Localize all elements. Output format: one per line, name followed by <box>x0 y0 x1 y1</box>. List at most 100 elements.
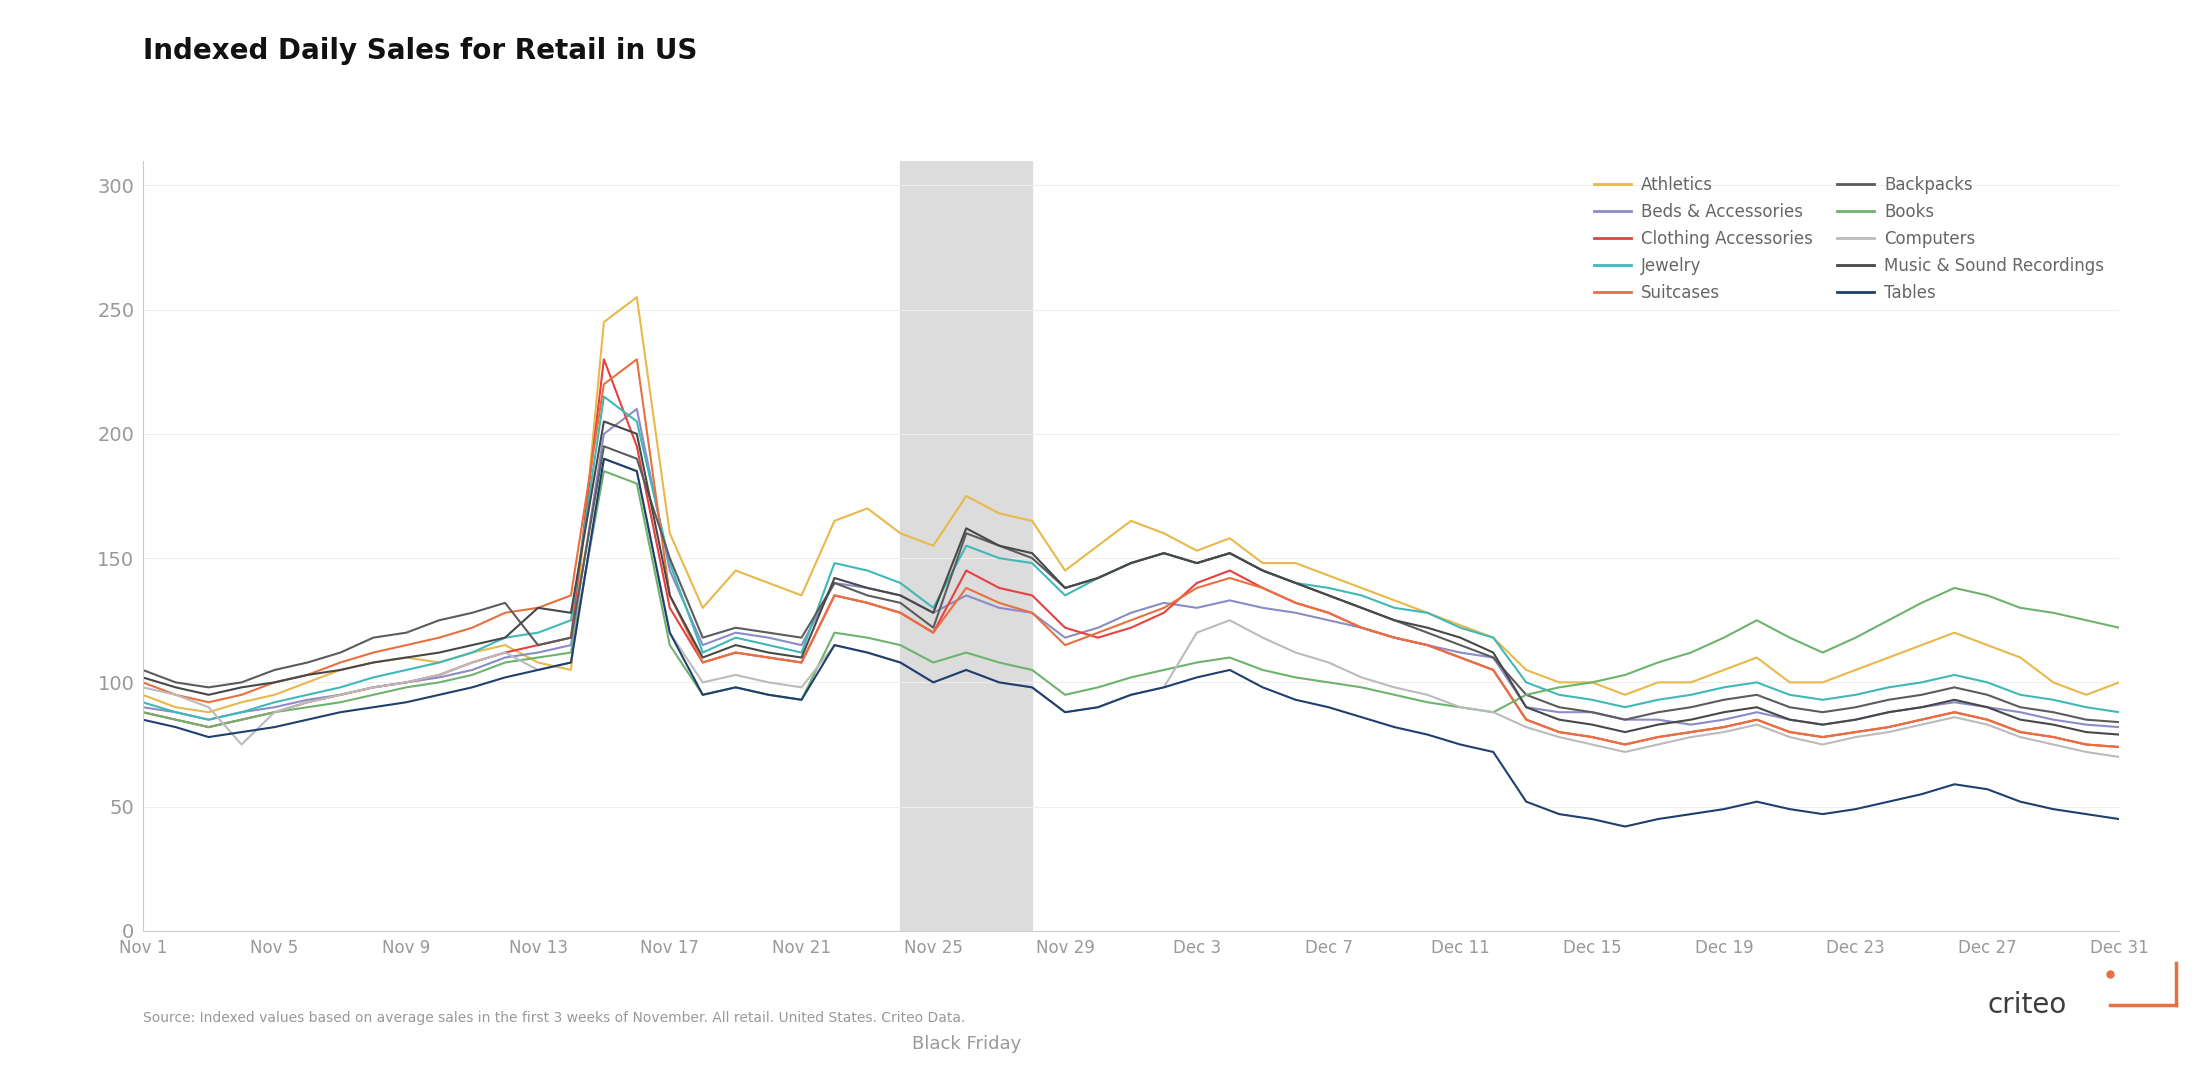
Music & Sound Recordings <box>1875 706 1902 719</box>
Backpacks <box>1348 601 1375 614</box>
Computers <box>1217 614 1243 627</box>
Books <box>1908 596 1935 609</box>
Suitcases <box>1875 721 1902 734</box>
Backpacks <box>854 588 881 601</box>
Jewelry <box>558 614 584 627</box>
Music & Sound Recordings <box>1217 547 1243 560</box>
Athletics <box>1381 594 1408 607</box>
Line: Music & Sound Recordings: Music & Sound Recordings <box>143 422 2119 735</box>
Text: Indexed Daily Sales for Retail in US: Indexed Daily Sales for Retail in US <box>143 37 696 65</box>
Athletics <box>887 526 914 539</box>
Backpacks <box>591 440 617 453</box>
Beds & Accessories <box>130 701 156 714</box>
Jewelry <box>1250 564 1276 577</box>
Books <box>657 639 683 652</box>
Backpacks <box>130 663 156 676</box>
Computers <box>1348 671 1375 684</box>
Backpacks <box>525 639 551 652</box>
Legend: Athletics, Beds & Accessories, Clothing Accessories, Jewelry, Suitcases, Backpac: Athletics, Beds & Accessories, Clothing … <box>1588 169 2110 309</box>
Jewelry <box>591 391 617 403</box>
Jewelry <box>1381 601 1408 614</box>
Clothing Accessories <box>1875 721 1902 734</box>
Line: Computers: Computers <box>143 459 2119 756</box>
Suitcases <box>130 676 156 689</box>
Athletics <box>195 706 222 719</box>
Tables <box>624 464 650 477</box>
Music & Sound Recordings <box>854 581 881 594</box>
Computers <box>130 681 156 693</box>
Athletics <box>624 291 650 304</box>
Books <box>887 639 914 652</box>
Line: Backpacks: Backpacks <box>143 446 2119 722</box>
Clothing Accessories <box>2106 740 2132 753</box>
Beds & Accessories <box>854 581 881 594</box>
Clothing Accessories <box>1217 564 1243 577</box>
Backpacks <box>624 453 650 465</box>
Suitcases <box>624 353 650 366</box>
Athletics <box>130 688 156 701</box>
Books <box>1250 663 1276 676</box>
Athletics <box>1250 556 1276 569</box>
Clothing Accessories <box>854 596 881 609</box>
Books <box>130 706 156 719</box>
Backpacks <box>1217 547 1243 560</box>
Text: Source: Indexed values based on average sales in the first 3 weeks of November. : Source: Indexed values based on average … <box>143 1011 964 1025</box>
Beds & Accessories <box>1348 622 1375 635</box>
Computers <box>525 663 551 676</box>
Line: Suitcases: Suitcases <box>143 360 2119 747</box>
Line: Athletics: Athletics <box>143 297 2119 713</box>
Books <box>1381 688 1408 701</box>
Tables <box>1612 820 1638 832</box>
Books <box>558 646 584 659</box>
Tables <box>525 663 551 676</box>
Tables <box>854 646 881 659</box>
Jewelry <box>2106 706 2132 719</box>
Music & Sound Recordings <box>2106 729 2132 742</box>
Beds & Accessories <box>624 402 650 415</box>
Beds & Accessories <box>591 427 617 440</box>
Athletics <box>558 663 584 676</box>
Computers <box>1875 725 1902 738</box>
Tables <box>1908 788 1935 800</box>
Line: Beds & Accessories: Beds & Accessories <box>143 409 2119 728</box>
Music & Sound Recordings <box>591 415 617 428</box>
Jewelry <box>130 696 156 708</box>
Beds & Accessories <box>525 646 551 659</box>
Music & Sound Recordings <box>130 671 156 684</box>
Bar <box>900 160 1032 931</box>
Tables <box>2106 812 2132 825</box>
Jewelry <box>195 714 222 727</box>
Suitcases <box>1348 622 1375 635</box>
Backpacks <box>1875 693 1902 706</box>
Clothing Accessories <box>591 353 617 366</box>
Clothing Accessories <box>1348 622 1375 635</box>
Tables <box>591 453 617 465</box>
Jewelry <box>657 556 683 569</box>
Backpacks <box>2106 716 2132 729</box>
Jewelry <box>887 577 914 590</box>
Text: criteo: criteo <box>1987 991 2066 1019</box>
Suitcases <box>525 601 551 614</box>
Suitcases <box>1217 571 1243 584</box>
Books <box>591 464 617 477</box>
Tables <box>1348 710 1375 723</box>
Suitcases <box>2106 740 2132 753</box>
Athletics <box>1908 639 1935 652</box>
Computers <box>591 453 617 465</box>
Music & Sound Recordings <box>525 601 551 614</box>
Line: Tables: Tables <box>143 459 2119 826</box>
Tables <box>130 714 156 727</box>
Computers <box>624 464 650 477</box>
Athletics <box>657 526 683 539</box>
Computers <box>854 646 881 659</box>
Line: Jewelry: Jewelry <box>143 397 2119 720</box>
Computers <box>2106 750 2132 763</box>
Jewelry <box>1908 676 1935 689</box>
Athletics <box>2106 676 2132 689</box>
Beds & Accessories <box>1875 706 1902 719</box>
Music & Sound Recordings <box>1348 601 1375 614</box>
Clothing Accessories <box>130 706 156 719</box>
Suitcases <box>591 378 617 391</box>
Clothing Accessories <box>624 440 650 453</box>
Beds & Accessories <box>2106 721 2132 734</box>
